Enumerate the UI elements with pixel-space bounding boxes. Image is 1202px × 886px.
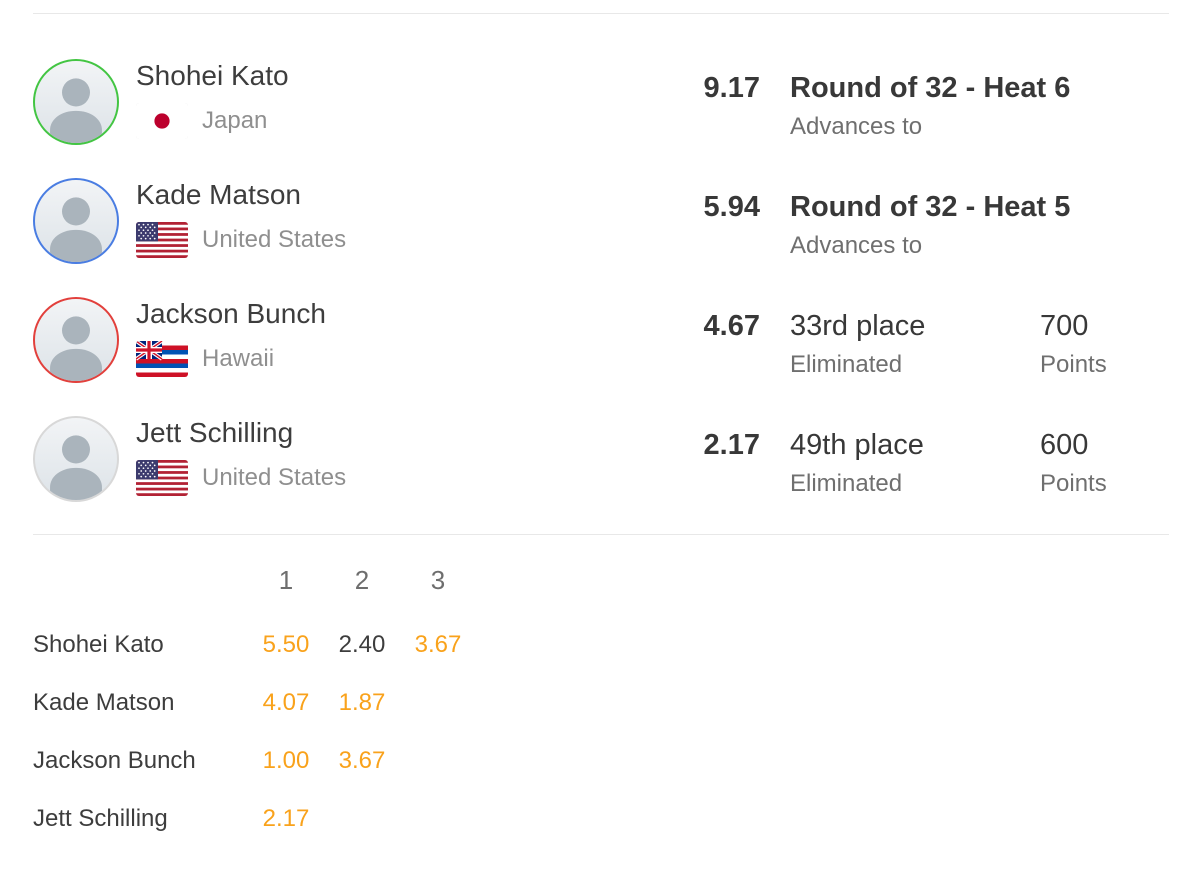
country-label: United States	[202, 464, 347, 491]
avatar-person-icon	[50, 197, 102, 262]
athlete-info: Jackson Bunch	[136, 297, 326, 377]
athlete-avatar	[33, 297, 119, 383]
wave-score-cell: 4.07	[262, 689, 310, 716]
japan-flag-icon	[136, 103, 188, 139]
athlete-name: Shohei Kato	[136, 60, 289, 91]
wave-table-body: Shohei Kato 5.50 2.40 3.67 Kade Matson 4…	[33, 616, 1202, 848]
points-label: Points	[1040, 470, 1107, 497]
athlete-info: Jett Schilling	[136, 416, 346, 496]
wave-score-cell: 1.87	[338, 689, 386, 716]
status-subtitle: Advances to	[790, 113, 923, 140]
status-block: 33rd place Eliminated	[790, 310, 925, 379]
wave-score-cell: 3.67	[338, 747, 386, 774]
athlete-info: Kade Matson	[136, 178, 346, 258]
athlete-row[interactable]: Jett Schilling	[33, 416, 1169, 502]
united-states-flag-icon	[136, 222, 188, 258]
athlete-avatar	[33, 416, 119, 502]
status-title: Round of 32 - Heat 6	[790, 72, 1071, 104]
section-divider	[33, 534, 1169, 535]
avatar-person-icon	[50, 78, 102, 143]
status-title: 33rd place	[790, 310, 926, 342]
avatar-person-icon	[50, 316, 102, 381]
wave-table-row: Kade Matson 4.07 1.87	[33, 674, 1202, 732]
points-label: Points	[1040, 351, 1107, 378]
status-title: Round of 32 - Heat 5	[790, 191, 1071, 223]
points-block: 600 Points	[1040, 429, 1107, 498]
wave-score-cell: 2.40	[338, 631, 386, 658]
status-block: Round of 32 - Heat 6 Advances to	[790, 72, 1070, 141]
athlete-row[interactable]: Shohei Kato Japan 9.17 Round of 32 - Hea…	[33, 59, 1169, 145]
avatar-person-icon	[50, 435, 102, 500]
heat-results-list: Shohei Kato Japan 9.17 Round of 32 - Hea…	[33, 59, 1169, 502]
wave-column-header: 1	[278, 565, 294, 595]
athlete-avatar	[33, 178, 119, 264]
athlete-row[interactable]: Kade Matson	[33, 178, 1169, 264]
points-block: 700 Points	[1040, 310, 1107, 379]
united-states-flag-icon	[136, 460, 188, 496]
wave-score-cell: 2.17	[262, 805, 310, 832]
status-block: 49th place Eliminated	[790, 429, 924, 498]
points-value: 700	[1040, 310, 1089, 342]
wave-column-header: 2	[354, 565, 370, 595]
country-label: United States	[202, 226, 347, 253]
wave-column-header: 3	[430, 565, 446, 595]
wave-score-cell: 1.00	[262, 747, 310, 774]
status-title: 49th place	[790, 429, 924, 461]
wave-athlete-name: Jackson Bunch	[33, 747, 196, 774]
wave-table-header: 1 2 3	[33, 563, 1202, 597]
athlete-name: Jett Schilling	[136, 417, 294, 448]
country-label: Japan	[202, 107, 268, 134]
wave-score-cell: 5.50	[262, 631, 310, 658]
top-divider	[33, 13, 1169, 14]
wave-header-spacer	[33, 563, 248, 597]
country-label: Hawaii	[202, 345, 275, 372]
heat-score: 2.17	[703, 429, 760, 461]
wave-table-row: Shohei Kato 5.50 2.40 3.67	[33, 616, 1202, 674]
flag-line: United States	[136, 222, 346, 258]
wave-athlete-name: Kade Matson	[33, 689, 175, 716]
status-subtitle: Eliminated	[790, 351, 903, 378]
athlete-name: Jackson Bunch	[136, 298, 326, 329]
wave-scores-table: 1 2 3 Shohei Kato 5.50 2.40 3.67 Kade Ma…	[33, 563, 1202, 848]
wave-score-cell: 3.67	[414, 631, 462, 658]
athlete-avatar	[33, 59, 119, 145]
flag-line: Japan	[136, 103, 289, 139]
athlete-row[interactable]: Jackson Bunch	[33, 297, 1169, 383]
athlete-name: Kade Matson	[136, 179, 301, 210]
heat-score: 4.67	[703, 310, 760, 342]
wave-athlete-name: Jett Schilling	[33, 805, 168, 832]
heat-score: 9.17	[703, 72, 760, 104]
hawaii-flag-icon	[136, 341, 188, 377]
points-value: 600	[1040, 429, 1089, 461]
heat-score: 5.94	[703, 191, 760, 223]
status-subtitle: Eliminated	[790, 470, 903, 497]
wave-table-row: Jackson Bunch 1.00 3.67	[33, 732, 1202, 790]
status-block: Round of 32 - Heat 5 Advances to	[790, 191, 1070, 260]
flag-line: United States	[136, 460, 346, 496]
flag-line: Hawaii	[136, 341, 326, 377]
wave-table-row: Jett Schilling 2.17	[33, 790, 1202, 848]
status-subtitle: Advances to	[790, 232, 923, 259]
athlete-info: Shohei Kato Japan	[136, 59, 289, 139]
wave-athlete-name: Shohei Kato	[33, 631, 164, 658]
